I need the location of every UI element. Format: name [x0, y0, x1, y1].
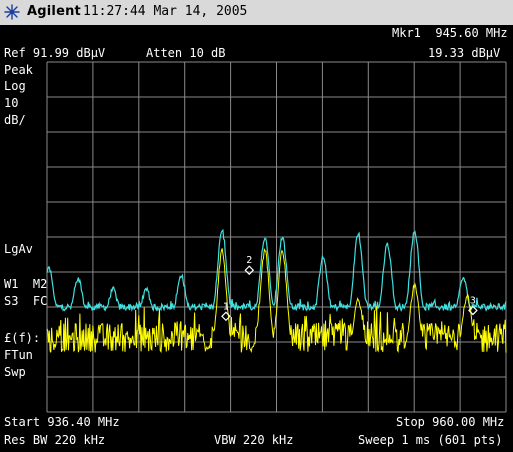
brand-name: Agilent [27, 4, 81, 19]
scale-value-label: 10 [4, 96, 19, 110]
marker-label: 1 [223, 301, 229, 312]
marker-label: Mkr1 [392, 26, 421, 40]
marker-label: 3 [470, 295, 476, 306]
detector-label: Peak [4, 63, 33, 77]
markers: 1 2 3 [221, 255, 478, 322]
agilent-spark-icon [4, 4, 20, 20]
marker-diamond[interactable] [244, 265, 255, 276]
attenuation: Atten 10 dB [146, 46, 226, 60]
cyan-trace [46, 228, 507, 313]
time: 11:27:44 [83, 4, 146, 19]
start-frequency: Start 936.40 MHz [4, 415, 120, 429]
analyzer-screen: Mkr1 945.60 MHz Ref 91.99 dBμV Atten 10 … [0, 25, 513, 452]
video-bandwidth: VBW 220 kHz [214, 433, 294, 447]
marker-amplitude: 19.33 dBμV [428, 46, 501, 60]
marker-diamond[interactable] [468, 305, 478, 316]
graticule [46, 61, 507, 413]
ftun-label: FTun [4, 348, 33, 362]
marker-label: 2 [246, 255, 252, 266]
date: Mar 14, 2005 [153, 4, 248, 19]
scale-unit-label: dB/ [4, 113, 26, 127]
freq-function-label: £(f): [4, 331, 41, 345]
sweep-time: Sweep 1 ms (601 pts) [358, 433, 503, 447]
trace-status-2: S3 FC [4, 294, 48, 308]
trace-status-1: W1 M2 [4, 277, 48, 291]
marker-diamond[interactable] [221, 311, 231, 322]
yellow-trace [46, 247, 507, 354]
sweep-mode-label: Swp [4, 365, 26, 379]
reference-level: Ref 91.99 dBμV [4, 46, 106, 60]
resolution-bandwidth: Res BW 220 kHz [4, 433, 106, 447]
stop-frequency: Stop 960.00 MHz [396, 415, 505, 429]
marker-frequency: 945.60 MHz [435, 26, 508, 40]
title-bar: Agilent 11:27:44 Mar 14, 2005 [0, 0, 513, 25]
timestamp: 11:27:44 Mar 14, 2005 [83, 4, 247, 19]
scale-type-label: Log [4, 79, 26, 93]
averaging-label: LgAv [4, 242, 33, 256]
marker-readout: Mkr1 945.60 MHz [392, 26, 508, 40]
spectrum-plot: 1 2 3 [46, 61, 507, 413]
